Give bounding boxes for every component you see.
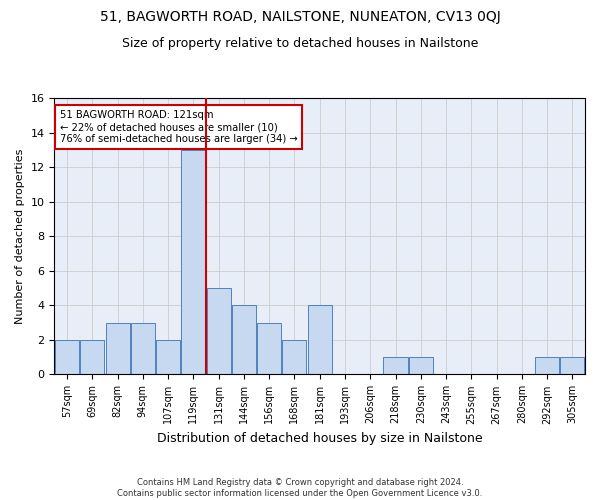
Text: 51, BAGWORTH ROAD, NAILSTONE, NUNEATON, CV13 0QJ: 51, BAGWORTH ROAD, NAILSTONE, NUNEATON, … <box>100 10 500 24</box>
Y-axis label: Number of detached properties: Number of detached properties <box>15 148 25 324</box>
Text: Size of property relative to detached houses in Nailstone: Size of property relative to detached ho… <box>122 38 478 51</box>
Bar <box>383 357 407 374</box>
Bar <box>283 340 307 374</box>
Bar <box>80 340 104 374</box>
Bar <box>55 340 79 374</box>
Bar <box>257 322 281 374</box>
X-axis label: Distribution of detached houses by size in Nailstone: Distribution of detached houses by size … <box>157 432 482 445</box>
Bar <box>131 322 155 374</box>
Bar <box>308 306 332 374</box>
Bar <box>232 306 256 374</box>
Bar <box>106 322 130 374</box>
Bar <box>560 357 584 374</box>
Text: 51 BAGWORTH ROAD: 121sqm
← 22% of detached houses are smaller (10)
76% of semi-d: 51 BAGWORTH ROAD: 121sqm ← 22% of detach… <box>60 110 298 144</box>
Bar <box>181 150 205 374</box>
Bar <box>535 357 559 374</box>
Bar <box>206 288 230 374</box>
Text: Contains HM Land Registry data © Crown copyright and database right 2024.
Contai: Contains HM Land Registry data © Crown c… <box>118 478 482 498</box>
Bar <box>156 340 180 374</box>
Bar <box>409 357 433 374</box>
